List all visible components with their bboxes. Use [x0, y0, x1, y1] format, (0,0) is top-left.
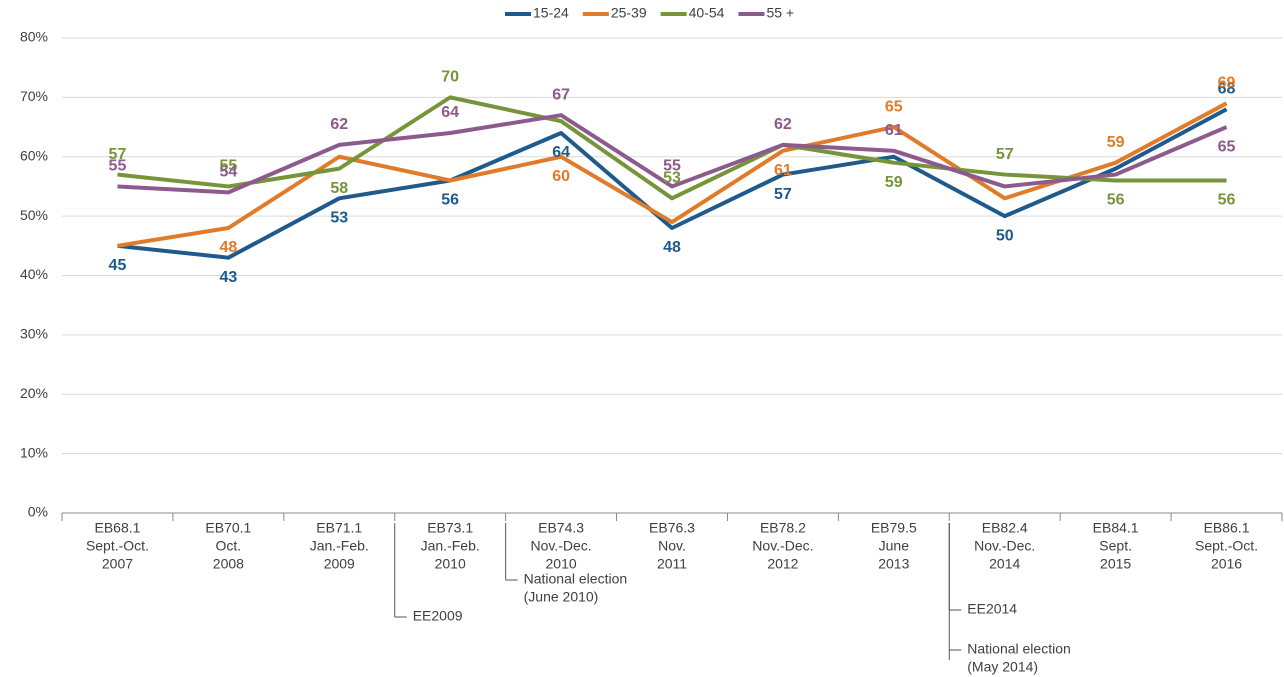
x-tick-label: Sept.-Oct.: [86, 538, 149, 554]
annotation: EE2009: [413, 608, 463, 624]
x-tick-label: EB86.1: [1204, 520, 1250, 536]
data-label: 48: [663, 239, 681, 256]
data-label: 55: [109, 158, 127, 175]
series-line: [117, 113, 1228, 195]
series-line: [117, 101, 1228, 248]
x-tick-label: 2009: [324, 556, 355, 572]
data-label: 43: [219, 269, 237, 286]
data-label: 62: [330, 116, 348, 133]
annotation: (May 2014): [967, 659, 1038, 675]
data-label: 61: [885, 122, 903, 139]
series-line: [117, 95, 1227, 201]
data-label: 59: [885, 174, 903, 191]
x-tick-label: Nov.-Dec.: [974, 538, 1035, 554]
data-label: 64: [552, 144, 570, 161]
x-tick-label: 2007: [102, 556, 133, 572]
x-tick-label: EB74.3: [538, 520, 584, 536]
x-tick-label: EB82.4: [982, 520, 1028, 536]
y-tick-label: 50%: [20, 207, 48, 223]
annotation: National election: [524, 571, 628, 587]
data-label: 56: [1107, 192, 1125, 209]
data-label: 65: [885, 98, 903, 115]
x-tick-label: 2010: [546, 556, 577, 572]
y-tick-label: 30%: [20, 326, 48, 342]
data-label: 54: [219, 164, 237, 181]
data-label: 55: [663, 158, 681, 175]
x-tick-label: Nov.-Dec.: [752, 538, 813, 554]
x-tick-label: EB73.1: [427, 520, 473, 536]
x-tick-label: 2008: [213, 556, 244, 572]
data-label: 50: [996, 227, 1014, 244]
y-tick-label: 20%: [20, 385, 48, 401]
x-tick-label: Nov.-Dec.: [530, 538, 591, 554]
x-tick-label: 2012: [767, 556, 798, 572]
data-label: 53: [663, 170, 681, 187]
y-tick-label: 70%: [20, 88, 48, 104]
x-tick-label: EB70.1: [205, 520, 251, 536]
data-label: 68: [1218, 80, 1236, 97]
x-tick-label: Nov.: [658, 538, 686, 554]
x-tick-label: 2011: [657, 556, 687, 572]
x-tick-label: EB71.1: [316, 520, 362, 536]
x-tick-label: 2016: [1211, 556, 1242, 572]
x-tick-label: EB68.1: [94, 520, 140, 536]
x-tick-label: 2014: [989, 556, 1020, 572]
y-tick-label: 80%: [20, 29, 48, 45]
data-label: 69: [1218, 75, 1236, 92]
x-tick-label: Oct.: [216, 538, 242, 554]
x-tick-label: June: [879, 538, 910, 554]
data-label: 45: [109, 257, 127, 274]
x-tick-label: Jan.-Feb.: [421, 538, 480, 554]
x-tick-label: EB78.2: [760, 520, 806, 536]
x-tick-label: Jan.-Feb.: [310, 538, 369, 554]
data-label: 61: [774, 162, 792, 179]
data-label: 67: [552, 86, 570, 103]
data-label: 56: [441, 192, 459, 209]
x-tick-label: Sept.: [1099, 538, 1132, 554]
x-tick-label: 2013: [878, 556, 909, 572]
annotation: (June 2010): [524, 589, 599, 605]
data-label: 59: [1107, 134, 1125, 151]
data-label: 58: [330, 180, 348, 197]
x-tick-label: 2015: [1100, 556, 1131, 572]
data-label: 53: [330, 210, 348, 227]
x-tick-label: EB76.3: [649, 520, 695, 536]
data-label: 64: [441, 104, 459, 121]
data-label: 62: [774, 116, 792, 133]
x-tick-label: 2010: [435, 556, 466, 572]
annotation: National election: [967, 641, 1071, 657]
series-line: [117, 107, 1228, 260]
data-label: 57: [774, 186, 792, 203]
legend-label: 40-54: [689, 5, 725, 21]
x-tick-label: Sept.-Oct.: [1195, 538, 1258, 554]
y-tick-label: 10%: [20, 444, 48, 460]
y-tick-label: 60%: [20, 147, 48, 163]
data-label: 55: [219, 158, 237, 175]
x-tick-label: EB84.1: [1093, 520, 1139, 536]
legend-label: 55 +: [766, 5, 794, 21]
data-label: 56: [1218, 192, 1236, 209]
data-label: 48: [219, 239, 237, 256]
legend-label: 15-24: [533, 5, 569, 21]
data-label: 57: [996, 146, 1014, 163]
data-label: 60: [552, 168, 570, 185]
annotation: EE2014: [967, 601, 1017, 617]
x-tick-label: EB79.5: [871, 520, 917, 536]
legend-label: 25-39: [611, 5, 647, 21]
data-label: 65: [1218, 138, 1236, 155]
data-label: 70: [441, 69, 459, 86]
y-tick-label: 40%: [20, 266, 48, 282]
y-tick-label: 0%: [28, 504, 48, 520]
data-label: 57: [109, 146, 127, 163]
